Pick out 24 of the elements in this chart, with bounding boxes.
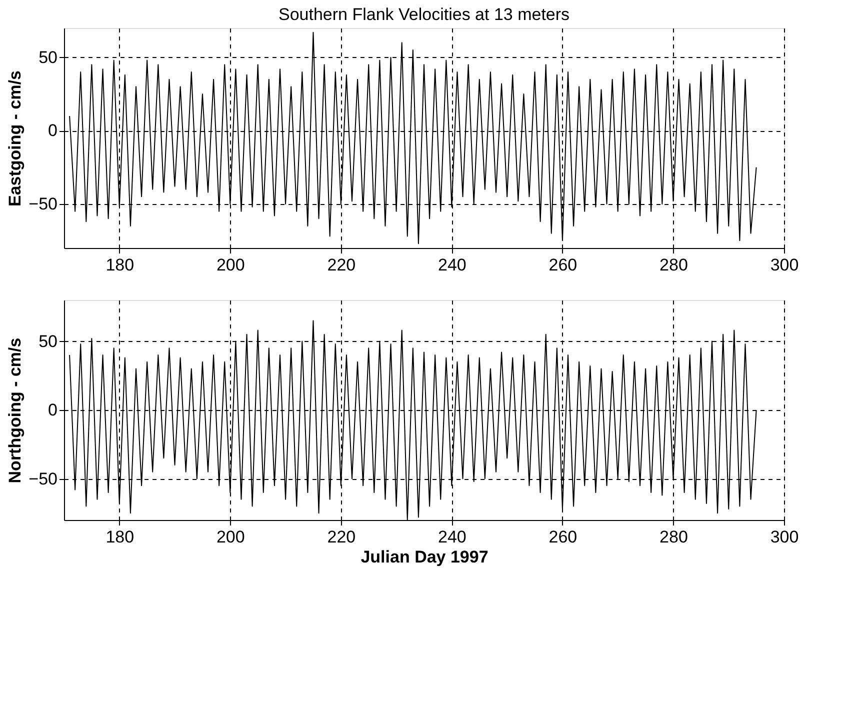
- x-axis-title: Julian Day 1997: [360, 548, 488, 566]
- x-tick-label: 300: [770, 528, 799, 546]
- x-tick-label: 180: [106, 256, 134, 274]
- x-tick-label: 240: [438, 528, 466, 546]
- y-tick-label: −50: [28, 194, 58, 214]
- y-tick-label: −50: [28, 469, 58, 488]
- y-tick-label: 50: [38, 48, 58, 67]
- x-tick-label: 260: [548, 256, 578, 274]
- x-tick-label: 180: [106, 528, 134, 546]
- x-tick-label: 280: [660, 528, 688, 546]
- chart-title: Southern Flank Velocities at 13 meters: [278, 5, 570, 24]
- x-tick-label: 200: [216, 256, 245, 274]
- x-tick-label: 300: [770, 256, 799, 274]
- y-tick-label: 50: [38, 332, 58, 351]
- y-tick-label: 0: [48, 400, 58, 420]
- x-tick-label: 220: [327, 528, 356, 546]
- x-tick-label: 280: [660, 256, 688, 274]
- y-axis-title: Eastgoing - cm/s: [6, 70, 25, 207]
- x-tick-label: 260: [548, 528, 578, 546]
- x-tick-label: 200: [216, 528, 245, 546]
- x-tick-label: 220: [327, 256, 356, 274]
- y-tick-label: 0: [48, 121, 58, 140]
- x-tick-label: 240: [438, 256, 466, 274]
- y-axis-title: Northgoing - cm/s: [6, 338, 25, 484]
